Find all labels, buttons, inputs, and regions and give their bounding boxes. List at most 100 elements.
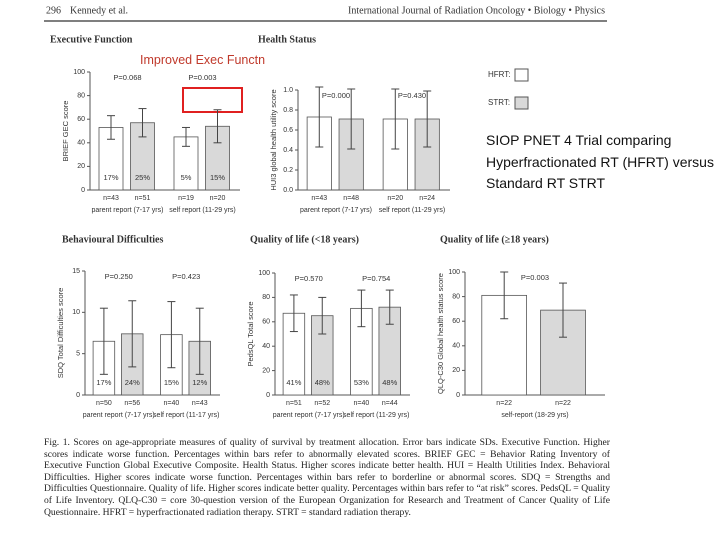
group-label: self report (11-29 yrs) (169, 207, 235, 214)
y-axis-label: PedsQL Total score (246, 301, 255, 366)
n-label: n=19 (178, 195, 194, 202)
n-label: n=24 (419, 195, 435, 202)
y-tick-label: 0 (266, 392, 270, 399)
group-label: self report (11-29 yrs) (379, 207, 445, 214)
error-bar (559, 282, 567, 338)
error-bar (500, 271, 509, 320)
y-tick-label: 0.0 (283, 187, 293, 194)
group-label: parent report (7-17 yrs) (273, 412, 345, 419)
group-label: parent report (7-17 yrs) (300, 207, 372, 214)
error-bar (138, 108, 147, 138)
n-label: n=22 (496, 400, 512, 407)
y-tick-label: 0 (456, 392, 460, 399)
error-bar (423, 90, 432, 148)
group-label: parent report (7-17 yrs) (92, 207, 164, 214)
legend-label: HFRT: (488, 70, 511, 79)
y-tick-label: 40 (452, 343, 460, 350)
percentage-label: 12% (192, 378, 207, 387)
group-label: self report (11-29 yrs) (343, 412, 409, 419)
p-value: P=0.068 (113, 73, 141, 82)
y-tick-label: 0.8 (283, 107, 293, 114)
y-tick-label: 5 (76, 351, 80, 358)
group-label: parent report (7-17 yrs) (83, 412, 155, 419)
n-label: n=43 (311, 195, 327, 202)
figure-caption: Fig. 1. Scores on age-appropriate measur… (44, 437, 610, 518)
error-bar (107, 115, 115, 140)
n-label: n=52 (314, 400, 330, 407)
percentage-label: 41% (286, 378, 301, 387)
n-label: n=44 (382, 400, 398, 407)
chart-title: Executive Function (50, 34, 133, 45)
error-bar (213, 109, 222, 144)
group-label: self-report (18-29 yrs) (501, 412, 568, 419)
y-tick-label: 20 (262, 367, 270, 374)
y-tick-label: 15 (72, 268, 80, 275)
authors: Kennedy et al. (70, 5, 128, 16)
p-value: P=0.250 (105, 272, 133, 281)
n-label: n=20 (387, 195, 403, 202)
percentage-label: 5% (181, 173, 192, 182)
legend-swatch (514, 68, 529, 82)
y-tick-label: 100 (73, 69, 85, 76)
highlight-box (182, 87, 243, 113)
error-bar (385, 289, 394, 325)
y-tick-label: 100 (448, 269, 460, 276)
percentage-label: 48% (315, 378, 330, 387)
percentage-label: 48% (382, 378, 397, 387)
p-value: P=0.423 (172, 272, 200, 281)
y-tick-label: 0 (81, 187, 85, 194)
page-number: 296 (46, 5, 61, 16)
error-bar (167, 301, 176, 369)
y-tick-label: 10 (72, 309, 80, 316)
p-value: P=0.003 (521, 273, 549, 282)
chart-title: Quality of life (<18 years) (250, 234, 359, 245)
legend-swatch (514, 96, 529, 110)
p-value: P=0.000 (322, 91, 350, 100)
percentage-label: 17% (96, 378, 111, 387)
percentage-label: 25% (135, 173, 150, 182)
y-tick-label: 60 (77, 116, 85, 123)
n-label: n=50 (96, 400, 112, 407)
error-bar (182, 126, 190, 147)
y-tick-label: 0.2 (283, 167, 293, 174)
n-label: n=40 (354, 400, 370, 407)
error-bar (128, 300, 137, 368)
percentage-label: 15% (164, 378, 179, 387)
p-value: P=0.570 (295, 274, 323, 283)
y-axis-label: BRIEF GEC score (61, 101, 70, 162)
y-tick-label: 40 (77, 140, 85, 147)
p-value: P=0.003 (188, 73, 216, 82)
y-tick-label: 0.4 (283, 147, 293, 154)
y-tick-label: 20 (77, 163, 85, 170)
error-bar (99, 307, 108, 375)
p-value: P=0.430 (398, 91, 426, 100)
error-bar (195, 307, 204, 375)
n-label: n=56 (124, 400, 140, 407)
chart-title: Health Status (258, 34, 316, 45)
percentage-label: 15% (210, 173, 225, 182)
y-axis-label: QLQ-C30 Global health status score (436, 273, 445, 394)
y-tick-label: 80 (77, 92, 85, 99)
n-label: n=40 (164, 400, 180, 407)
error-bar (347, 88, 356, 150)
y-tick-label: 80 (452, 293, 460, 300)
y-axis-label: HUI3 global health utility score (269, 89, 278, 190)
chart-title: Quality of life (≥18 years) (440, 234, 549, 245)
n-label: n=43 (192, 400, 208, 407)
n-label: n=48 (343, 195, 359, 202)
legend-label: STRT: (488, 98, 510, 107)
n-label: n=43 (103, 195, 119, 202)
annotation: Improved Exec Functn (140, 53, 266, 67)
slide-text: SIOP PNET 4 Trial comparing Hyperfractio… (486, 132, 714, 191)
percentage-label: 53% (354, 378, 369, 387)
n-label: n=20 (210, 195, 226, 202)
y-tick-label: 40 (262, 343, 270, 350)
y-tick-label: 0.6 (283, 127, 293, 134)
y-tick-label: 1.0 (283, 87, 293, 94)
error-bar (357, 289, 366, 328)
journal: International Journal of Radiation Oncol… (348, 5, 605, 16)
error-bar (315, 86, 324, 148)
percentage-label: 17% (103, 173, 118, 182)
error-bar (318, 296, 327, 335)
